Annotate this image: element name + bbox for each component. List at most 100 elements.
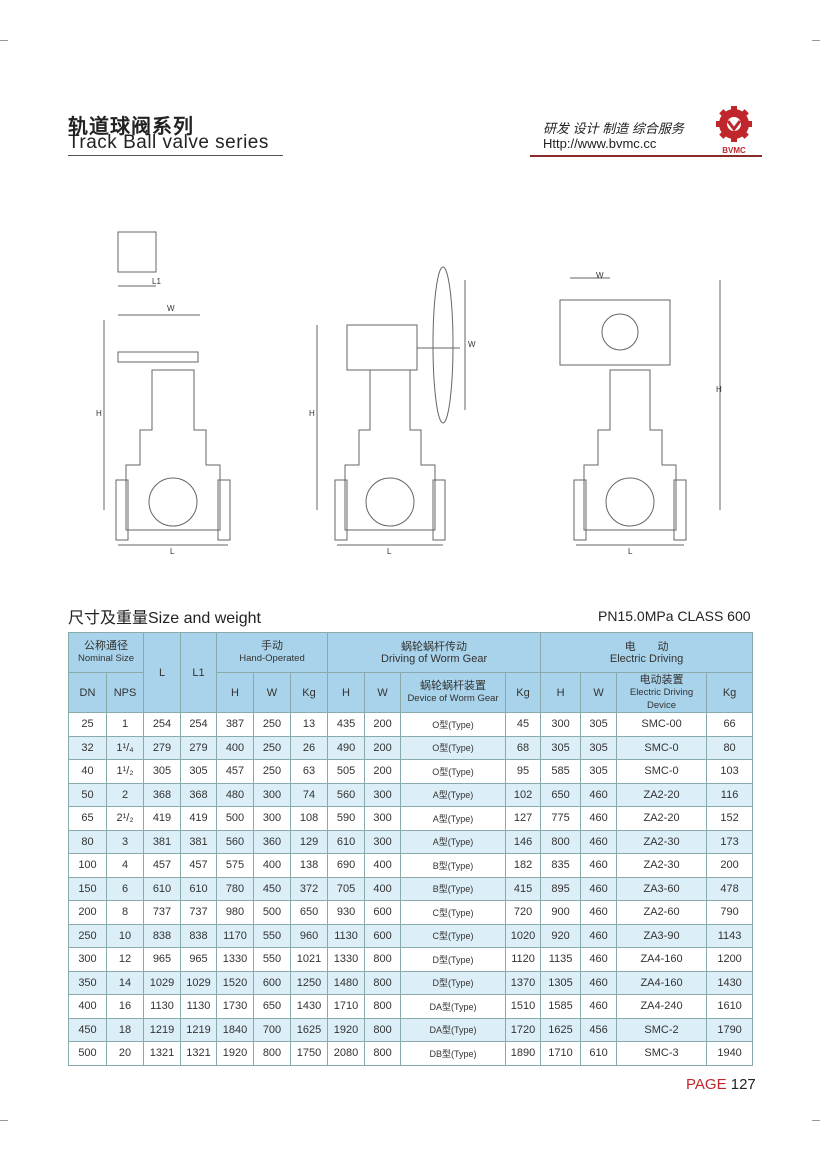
table-cell: D型(Type) [400,970,507,995]
svg-text:W: W [596,271,604,280]
crop-mark [0,1120,8,1121]
header-electric: 电 动 Electric Driving [540,632,754,673]
table-cell: 400 [68,994,107,1019]
table-cell: 460 [580,994,618,1019]
table-cell: 460 [580,923,618,948]
table-cell: SMC-0 [616,735,708,760]
table-cell: 2 [106,782,144,807]
table-cell: 457 [216,759,254,784]
table-cell: 920 [540,923,582,948]
table-cell: 650 [253,994,291,1019]
table-cell: 250 [68,923,107,948]
table-cell: 368 [143,782,181,807]
table-cell: 1219 [180,1017,217,1042]
table-row: 350 14 1029 1029 1520 600 1250 1480 800 D型(Type) 1… [68,970,754,995]
table-cell: 737 [180,900,217,925]
pressure-rating: PN15.0MPa CLASS 600 [598,608,751,624]
worm-gear-valve-drawing: H W L [309,266,476,556]
header-hand-kg: Kg [289,672,329,713]
table-cell: D型(Type) [400,947,507,972]
table-cell: 1370 [505,970,542,995]
table-cell: 305 [580,759,618,784]
table-cell: 300 [253,782,291,807]
table-cell: 1330 [216,947,254,972]
table-cell: 400 [253,853,291,878]
table-cell: 6 [106,876,144,901]
table-cell: 610 [143,876,181,901]
table-cell: 66 [706,712,754,737]
header-elec-device: 电动装置 Electric Driving Device [616,672,708,713]
table-cell: 254 [180,712,217,737]
table-cell: 460 [580,853,618,878]
header-worm-h: H [327,672,366,713]
table-cell: 50 [68,782,107,807]
table-cell: 585 [540,759,582,784]
table-cell: 65 [68,806,107,831]
table-cell: 1020 [505,923,542,948]
table-cell: 800 [364,994,402,1019]
table-cell: 8 [106,900,144,925]
table-cell: 368 [180,782,217,807]
table-cell: 460 [580,876,618,901]
table-cell: 381 [143,829,181,854]
table-cell: 600 [364,900,402,925]
table-cell: 460 [580,900,618,925]
table-cell: 305 [580,712,618,737]
header-hand-w: W [253,672,291,713]
table-cell: 200 [68,900,107,925]
table-row: 50 2 368 368 480 300 74 560 300 A型(Type) 102 650 460… [68,782,754,807]
svg-text:L1: L1 [152,277,161,286]
table-cell: 835 [540,853,582,878]
header-worm-kg: Kg [505,672,542,713]
table-cell: 1219 [143,1017,181,1042]
table-cell: 610 [180,876,217,901]
table-cell: 800 [364,1017,402,1042]
table-row: 300 12 965 965 1330 550 1021 1330 800 D型(Type) 112… [68,947,754,972]
table-cell: ZA2-20 [616,782,708,807]
table-cell: 300 [540,712,582,737]
table-cell: 650 [289,900,329,925]
header-nominal-size: 公称通径 Nominal Size [68,632,144,673]
table-cell: 100 [68,853,107,878]
svg-text:L: L [628,547,633,556]
table-cell: 737 [143,900,181,925]
table-cell: 360 [253,829,291,854]
table-cell: 1250 [289,970,329,995]
table-cell: 1625 [540,1017,582,1042]
table-cell: 550 [253,923,291,948]
table-cell: 460 [580,782,618,807]
table-cell: 1¹/₂ [106,759,144,784]
svg-text:H: H [716,385,722,394]
table-cell: 800 [253,1041,291,1066]
table-cell: 10 [106,923,144,948]
divider [530,155,762,157]
table-cell: 800 [540,829,582,854]
table-cell: DB型(Type) [400,1041,507,1066]
table-cell: 45 [505,712,542,737]
table-cell: 300 [364,782,402,807]
table-cell: 80 [706,735,754,760]
table-row: 40 1¹/₂ 305 305 457 250 63 505 200 O型(Type) 95 585 3… [68,759,754,784]
table-cell: 435 [327,712,366,737]
table-cell: 372 [289,876,329,901]
table-cell: 305 [143,759,181,784]
table-cell: SMC-3 [616,1041,708,1066]
table-cell: 1790 [706,1017,754,1042]
table-cell: 300 [68,947,107,972]
table-cell: 1720 [505,1017,542,1042]
table-row: 500 20 1321 1321 1920 800 1750 2080 800 DB型(Type)… [68,1041,754,1066]
table-cell: 74 [289,782,329,807]
header-elec-w: W [580,672,618,713]
table-cell: B型(Type) [400,876,507,901]
hand-operated-valve-drawing: L1 W H L [96,231,231,556]
table-cell: 40 [68,759,107,784]
table-cell: 1510 [505,994,542,1019]
table-cell: 690 [327,853,366,878]
table-cell: 95 [505,759,542,784]
table-cell: O型(Type) [400,735,507,760]
header-elec-h: H [540,672,582,713]
table-cell: A型(Type) [400,806,507,831]
table-cell: 63 [289,759,329,784]
table-cell: 460 [580,806,618,831]
table-cell: 300 [253,806,291,831]
